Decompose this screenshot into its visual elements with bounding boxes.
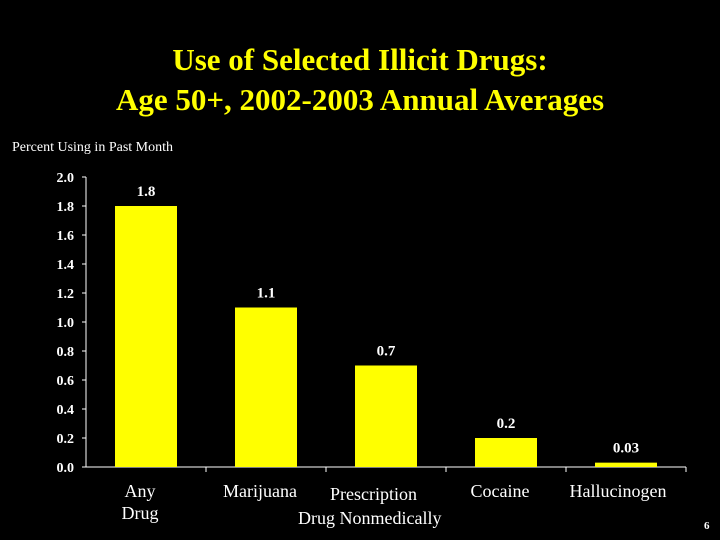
category-label: Hallucinogen [548,480,688,502]
category-label-line: Hallucinogen [569,481,667,501]
y-tick-label: 0.6 [57,374,75,389]
y-tick-label: 0.0 [57,461,75,476]
category-label: Any Drug [70,480,210,524]
data-label: 0.03 [613,441,639,457]
bar [115,206,177,467]
category-label: Marijuana [190,480,330,502]
category-label-line: Drug [121,503,159,523]
chart-title-line2: Age 50+, 2002-2003 Annual Averages [115,82,605,117]
y-tick-label: 1.8 [57,200,75,215]
category-label-line: Marijuana [223,481,297,501]
bar [235,307,297,467]
category-label-line: Cocaine [470,481,530,501]
data-label: 1.1 [257,286,276,302]
y-tick-label: 1.0 [57,316,75,331]
category-label: Prescription [330,484,417,504]
y-tick-label: 0.2 [57,432,75,447]
data-label: 0.7 [377,344,396,360]
category-label: Cocaine [430,480,570,502]
y-tick-label: 0.8 [57,345,75,360]
y-tick-label: 1.6 [57,229,75,244]
bar [475,438,537,467]
data-label: 1.8 [137,184,156,200]
slide-number: 6 [704,520,710,532]
y-tick-label: 0.4 [57,403,75,418]
bar [355,365,417,467]
chart-title-line1: Use of Selected Illicit Drugs: [172,42,548,77]
y-tick-label: 1.4 [57,258,75,273]
bar [595,462,657,467]
y-tick-label: 1.2 [57,287,75,302]
category-label-line: Any [124,481,156,501]
y-axis-label: Percent Using in Past Month [12,140,173,155]
y-tick-label: 2.0 [57,171,75,186]
category-label: Drug Nonmedically [298,508,442,528]
data-label: 0.2 [497,416,516,432]
